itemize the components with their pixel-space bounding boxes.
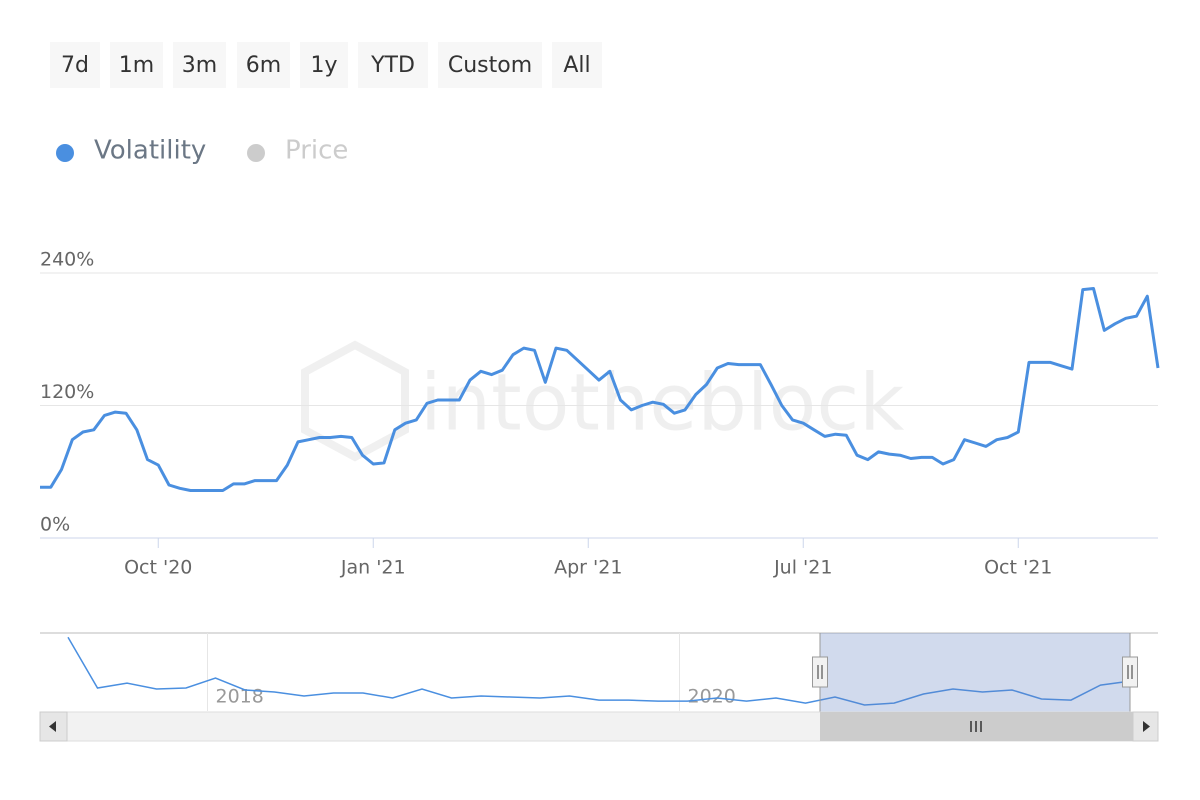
scroll-right[interactable] [1132, 711, 1159, 742]
range-button[interactable]: All [552, 42, 602, 88]
scroll-left[interactable] [39, 711, 68, 742]
range-button-label: Custom [448, 53, 532, 78]
legend-item[interactable]: Price [247, 136, 348, 166]
range-button-bg [173, 42, 226, 88]
range-button[interactable]: 1m [110, 42, 163, 88]
navigator-handle[interactable] [1122, 656, 1138, 688]
legend-marker [247, 144, 265, 162]
range-button-bg [438, 42, 542, 88]
navigator-label: 2020 [688, 686, 736, 708]
x-tick-label: Jan '21 [340, 557, 406, 579]
range-button-bg [552, 42, 602, 88]
legend-item[interactable]: Volatility [56, 136, 206, 166]
range-button-bg [110, 42, 163, 88]
series-line [40, 287, 1160, 492]
y-tick-label: 120% [40, 381, 94, 403]
range-button-bg [237, 42, 290, 88]
navigator-series [67, 636, 1131, 706]
x-tick-label: Apr '21 [554, 557, 622, 579]
range-button-bg [300, 42, 348, 88]
watermark-logo [301, 340, 409, 462]
range-button[interactable]: Custom [438, 42, 542, 88]
range-button[interactable]: 1y [300, 42, 348, 88]
range-button-label: 7d [61, 53, 89, 78]
scrollbar-grip [970, 721, 982, 732]
range-button[interactable]: 7d [50, 42, 100, 88]
range-button-label: 6m [246, 53, 281, 78]
range-button[interactable]: YTD [358, 42, 428, 88]
range-button-label: 1y [310, 53, 337, 78]
x-tick-label: Oct '21 [984, 557, 1052, 579]
legend-marker [56, 144, 74, 162]
y-tick-label: 0% [40, 514, 70, 536]
x-tick-label: Oct '20 [124, 557, 192, 579]
legend-label: Volatility [94, 136, 206, 166]
range-button-label: 3m [182, 53, 217, 78]
navigator-handle[interactable] [812, 656, 828, 688]
range-button[interactable]: 6m [237, 42, 290, 88]
range-button-label: YTD [370, 53, 415, 78]
legend-label: Price [285, 136, 348, 166]
range-button-bg [50, 42, 100, 88]
range-button-bg [358, 42, 428, 88]
range-button-label: 1m [119, 53, 154, 78]
range-button[interactable]: 3m [173, 42, 226, 88]
y-tick-label: 240% [40, 249, 94, 271]
navigator: 2018 2020 [67, 633, 1131, 711]
navigator-mask[interactable] [820, 633, 1130, 712]
range-button-label: All [563, 53, 590, 78]
x-tick-label: Jul '21 [773, 557, 832, 579]
navigator-label: 2018 [216, 686, 264, 708]
